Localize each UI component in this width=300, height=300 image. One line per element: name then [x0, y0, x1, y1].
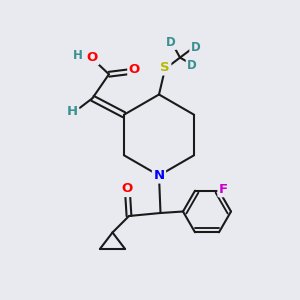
Text: D: D [187, 58, 197, 72]
Text: H: H [73, 49, 83, 62]
Text: O: O [122, 182, 133, 196]
Text: O: O [87, 51, 98, 64]
Text: S: S [160, 61, 170, 74]
Text: D: D [191, 40, 200, 54]
Text: H: H [67, 105, 78, 118]
Text: F: F [219, 183, 228, 196]
Text: O: O [129, 63, 140, 76]
Text: D: D [166, 35, 176, 49]
Text: N: N [153, 169, 165, 182]
